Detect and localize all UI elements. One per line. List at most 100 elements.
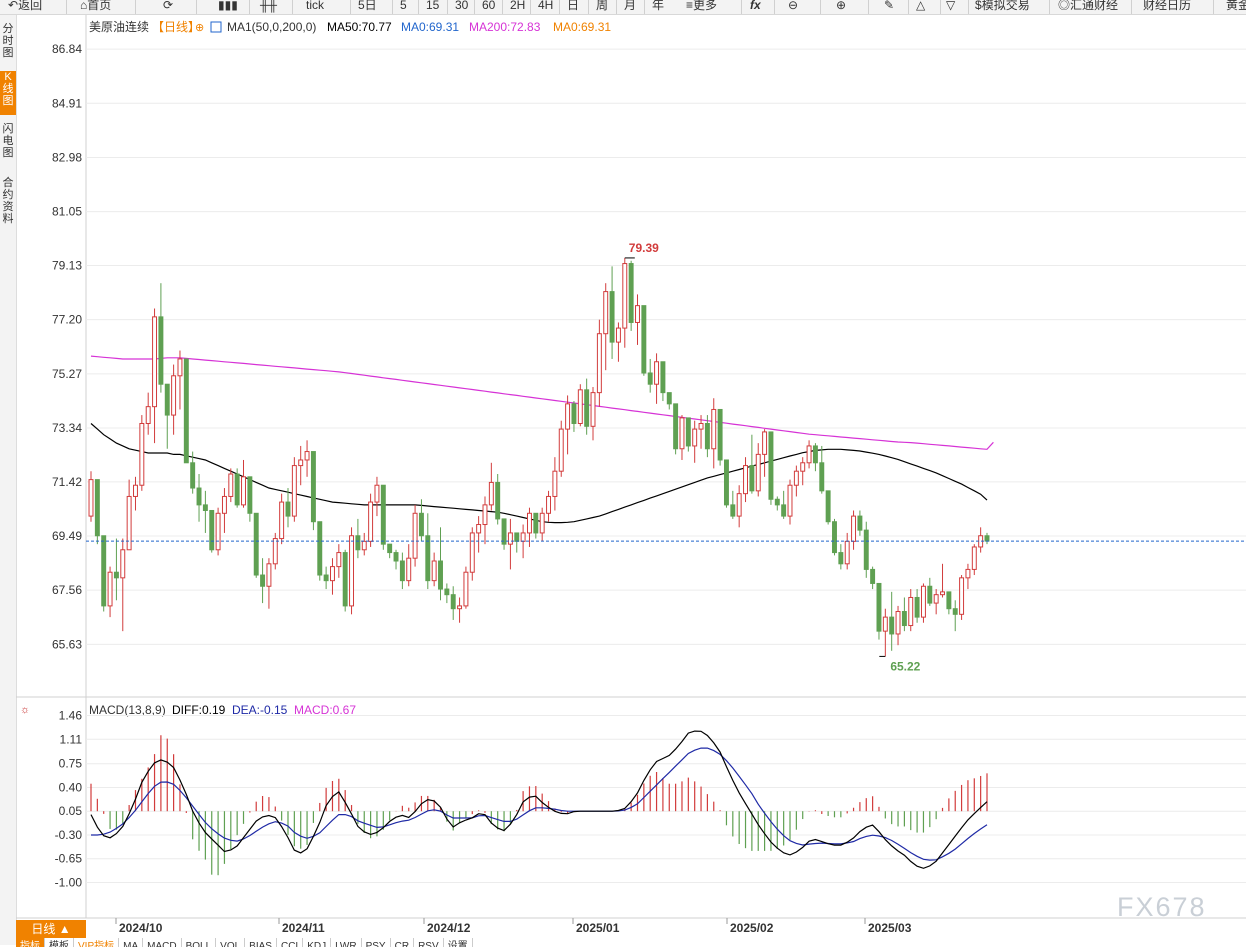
tick-button[interactable]: tick (306, 0, 324, 12)
candle[interactable] (895, 605, 901, 646)
candle[interactable] (438, 527, 443, 601)
zoom-in-button[interactable]: ⊕ (836, 0, 846, 14)
indicator-tab-10[interactable]: LWR (331, 938, 362, 947)
candle[interactable] (387, 543, 393, 559)
indicator-tab-8[interactable]: CCI (277, 938, 304, 947)
candle[interactable] (228, 468, 234, 503)
candle[interactable] (800, 457, 806, 486)
macd-settings-icon[interactable]: ☼ (20, 704, 30, 716)
indicator-tab-0[interactable]: 指标 (16, 938, 45, 947)
refresh-button[interactable]: ⟳ (163, 0, 173, 14)
candle[interactable] (666, 392, 672, 410)
candle[interactable] (126, 479, 132, 551)
candle[interactable] (552, 457, 558, 511)
gold-button[interactable]: 黄金 (1226, 0, 1246, 12)
indicator-tab-6[interactable]: VOL (216, 938, 246, 947)
candle[interactable] (444, 583, 450, 604)
candle[interactable] (565, 395, 571, 455)
huitong-button[interactable]: ◎汇通财经 (1058, 0, 1119, 12)
candle[interactable] (374, 476, 380, 517)
candle[interactable] (215, 507, 221, 556)
candle[interactable] (133, 476, 138, 511)
candle[interactable] (393, 549, 399, 570)
candle[interactable] (736, 485, 742, 528)
tab-contract-info[interactable]: 合约资料 (2, 177, 14, 225)
indicator-tab-11[interactable]: PSY (362, 938, 391, 947)
candle[interactable] (349, 527, 355, 615)
candle[interactable] (482, 496, 488, 545)
period-button-6[interactable]: 4H (538, 0, 554, 12)
candle[interactable] (241, 459, 246, 508)
indicator-tab-13[interactable]: RSV (414, 938, 444, 947)
candle[interactable] (704, 415, 710, 458)
candle[interactable] (685, 417, 691, 452)
more-button[interactable]: ≡更多 (686, 0, 718, 12)
candle[interactable] (647, 358, 653, 393)
candle[interactable] (870, 566, 876, 590)
candle[interactable] (234, 468, 240, 508)
candle[interactable] (304, 440, 310, 477)
candle[interactable] (196, 474, 202, 522)
candle[interactable] (272, 532, 278, 570)
candle[interactable] (330, 558, 335, 595)
candle[interactable] (654, 353, 660, 404)
candle[interactable] (882, 608, 888, 657)
indicator-tab-7[interactable]: BIAS (245, 938, 277, 947)
draw-button[interactable]: ✎ (884, 0, 894, 14)
candle[interactable] (310, 451, 316, 531)
candle[interactable] (819, 445, 825, 494)
candle[interactable] (914, 589, 920, 623)
candle[interactable] (113, 538, 119, 601)
candle[interactable] (628, 260, 634, 331)
candle[interactable] (825, 490, 831, 525)
period-button-1[interactable]: 5 (400, 0, 407, 12)
candle[interactable] (190, 451, 196, 494)
candle[interactable] (717, 408, 723, 466)
candle[interactable] (832, 518, 837, 556)
candle[interactable] (514, 532, 520, 553)
candle[interactable] (266, 558, 272, 609)
settings-icon[interactable]: ⊕ (195, 22, 204, 34)
calendar-button[interactable]: 财经日历 (1143, 0, 1192, 12)
indicator-tab-4[interactable]: MACD (143, 938, 182, 947)
candle[interactable] (984, 532, 990, 545)
candle[interactable] (418, 499, 424, 542)
candle[interactable] (183, 358, 189, 464)
candle[interactable] (863, 521, 869, 578)
candle[interactable] (603, 283, 609, 371)
candle[interactable] (507, 518, 513, 570)
candle[interactable] (221, 488, 227, 533)
candle[interactable] (940, 563, 945, 598)
candle[interactable] (946, 591, 952, 615)
candle[interactable] (781, 490, 787, 519)
period-selector[interactable]: 日线 ▲ (16, 920, 86, 938)
candle[interactable] (368, 493, 374, 547)
candle[interactable] (285, 488, 291, 528)
candle[interactable] (209, 509, 215, 553)
candle[interactable] (260, 558, 266, 604)
candle[interactable] (857, 510, 863, 536)
candle[interactable] (590, 387, 596, 441)
candle[interactable] (488, 462, 494, 511)
candle[interactable] (920, 583, 926, 623)
formula-button[interactable]: fx (750, 0, 761, 12)
candle[interactable] (889, 591, 895, 651)
candle[interactable] (253, 512, 259, 578)
tab-flash-chart[interactable]: 闪电图 (2, 123, 14, 159)
candle[interactable] (94, 479, 100, 545)
period-button-0[interactable]: 5日 (358, 0, 377, 12)
candle[interactable] (609, 266, 615, 359)
candle[interactable] (247, 476, 253, 522)
candle[interactable] (762, 429, 768, 477)
candle[interactable] (546, 490, 552, 522)
candle[interactable] (679, 415, 685, 460)
candle[interactable] (571, 401, 577, 432)
candle[interactable] (558, 420, 564, 477)
candle[interactable] (584, 378, 590, 435)
candle[interactable] (406, 544, 412, 587)
candle[interactable] (107, 566, 113, 618)
candle[interactable] (323, 566, 329, 590)
candle[interactable] (101, 535, 107, 612)
candle[interactable] (355, 518, 361, 559)
